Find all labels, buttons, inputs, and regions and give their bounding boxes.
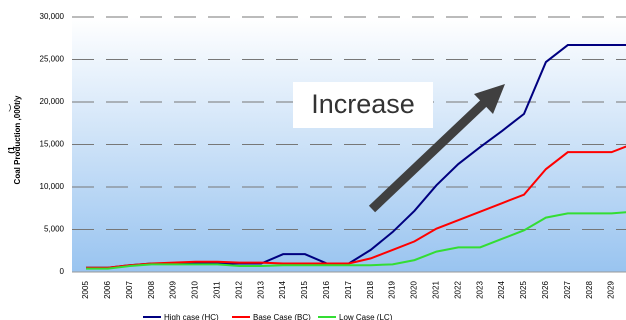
- x-tick-label: 2029: [607, 281, 616, 299]
- x-tick-label: 2020: [410, 281, 419, 299]
- x-tick-label: 2010: [191, 281, 200, 299]
- x-tick-label: 2025: [519, 281, 528, 299]
- x-tick-label: 2026: [541, 281, 550, 299]
- y-label: Coal Production ,000t/y: [13, 95, 22, 184]
- x-tick-label: 2015: [300, 281, 309, 299]
- y-tick-label: 20,000: [40, 97, 65, 106]
- x-tick-label: 2011: [213, 281, 222, 299]
- y-tick-label: 5,000: [44, 225, 65, 234]
- legend-label: Base Case (BC): [253, 313, 311, 320]
- x-tick-label: 2008: [147, 281, 156, 299]
- x-tick-label: 2006: [103, 281, 112, 299]
- y-tick-label: 10,000: [40, 182, 65, 191]
- y-label-suffix: ): [9, 103, 12, 112]
- x-tick-label: 2027: [563, 281, 572, 299]
- annotation: Increase: [311, 89, 415, 119]
- arrow-head: [474, 84, 505, 114]
- series-line: [86, 145, 626, 269]
- series-line: [86, 211, 626, 270]
- y-tick-label: 15,000: [40, 140, 65, 149]
- x-tick-label: 2014: [278, 281, 287, 299]
- x-tick-label: 2012: [234, 281, 243, 299]
- legend-label: Low Case (LC): [339, 313, 393, 320]
- x-tick-label: 2019: [388, 281, 397, 299]
- x-tick-label: 2016: [322, 281, 331, 299]
- x-tick-label: 2017: [344, 281, 353, 299]
- y-tick-label: 25,000: [40, 55, 65, 64]
- legend-label: High case (HC): [164, 313, 219, 320]
- arrow: [368, 97, 490, 213]
- x-tick-label: 2023: [475, 281, 484, 299]
- x-tick-label: 2024: [497, 281, 506, 299]
- y-label-prefix: (1: [7, 146, 16, 154]
- x-tick-label: 2018: [366, 281, 375, 299]
- x-tick-label: 2005: [81, 281, 90, 299]
- x-tick-label: 2007: [125, 281, 134, 299]
- x-tick-label: 2009: [169, 281, 178, 299]
- y-tick-label: 0: [60, 267, 65, 276]
- x-tick-label: 2028: [585, 281, 594, 299]
- x-tick-label: 2021: [432, 281, 441, 299]
- x-tick-label: 2022: [453, 281, 462, 299]
- y-tick-label: 30,000: [40, 12, 65, 21]
- x-tick-label: 2013: [256, 281, 265, 299]
- annotation-box: [293, 82, 433, 128]
